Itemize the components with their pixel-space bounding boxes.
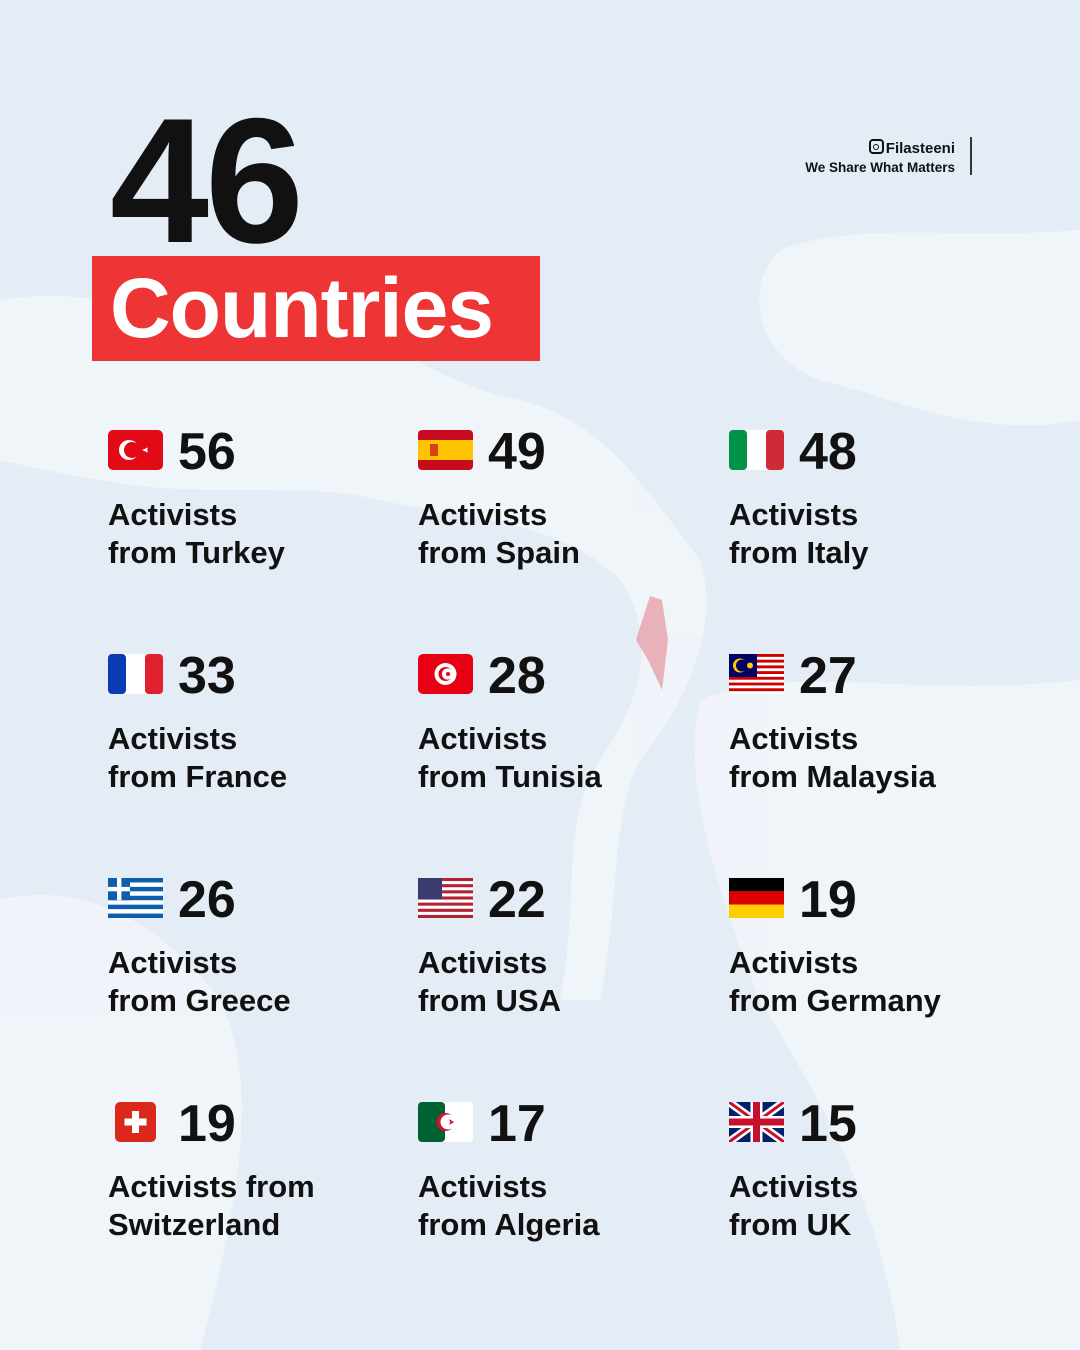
country-item-algeria: 17 Activists from Algeria — [418, 1098, 718, 1302]
brand-divider — [970, 137, 972, 175]
activist-count: 26 — [178, 871, 236, 929]
activist-label: Activists from USA — [418, 945, 561, 1018]
activist-count: 49 — [488, 423, 546, 481]
brand-handle: Filasteeni — [805, 139, 955, 157]
flag-spain-icon — [418, 430, 473, 470]
country-item-uk: 15 Activists from UK — [729, 1098, 1029, 1302]
activist-count: 27 — [799, 647, 857, 705]
activist-label: Activists from Germany — [729, 945, 941, 1018]
activist-label: Activists from Malaysia — [729, 721, 936, 794]
palestine-map-shape — [636, 596, 668, 690]
activist-label: Activists from Greece — [108, 945, 291, 1018]
flag-uk-icon — [729, 1102, 784, 1142]
activist-count: 19 — [178, 1095, 236, 1153]
flag-greece-icon — [108, 878, 163, 918]
activist-count: 28 — [488, 647, 546, 705]
country-item-greece: 26 Activists from Greece — [108, 874, 408, 1078]
activist-label: Activists from Spain — [418, 497, 580, 570]
activist-count: 48 — [799, 423, 857, 481]
flag-usa-icon — [418, 878, 473, 918]
country-item-tunisia: 28 Activists from Tunisia — [418, 650, 718, 854]
activist-label: Activists from Italy — [729, 497, 869, 570]
country-item-italy: 48 Activists from Italy — [729, 426, 1029, 630]
country-item-malaysia: 27 Activists from Malaysia — [729, 650, 1029, 854]
activist-label: Activists from Switzerland — [108, 1169, 315, 1242]
flag-germany-icon — [729, 878, 784, 918]
brand-tagline: We Share What Matters — [805, 160, 955, 175]
country-count: 46 — [110, 81, 304, 280]
country-item-turkey: 56 Activists from Turkey — [108, 426, 408, 630]
flag-algeria-icon — [418, 1102, 473, 1142]
activist-count: 56 — [178, 423, 236, 481]
brand-block: Filasteeni We Share What Matters — [805, 139, 955, 175]
activist-label: Activists from Turkey — [108, 497, 285, 570]
country-item-switzerland: 19 Activists from Switzerland — [108, 1098, 408, 1302]
flag-malaysia-icon — [729, 654, 784, 694]
country-item-germany: 19 Activists from Germany — [729, 874, 1029, 1078]
activist-count: 19 — [799, 871, 857, 929]
activist-count: 17 — [488, 1095, 546, 1153]
flag-france-icon — [108, 654, 163, 694]
activist-label: Activists from Tunisia — [418, 721, 602, 794]
flag-turkey-icon — [108, 430, 163, 470]
countries-banner: Countries — [92, 256, 540, 361]
country-item-spain: 49 Activists from Spain — [418, 426, 718, 630]
country-item-france: 33 Activists from France — [108, 650, 408, 854]
activist-label: Activists from UK — [729, 1169, 859, 1242]
activist-label: Activists from France — [108, 721, 288, 794]
activist-count: 22 — [488, 871, 546, 929]
activist-count: 15 — [799, 1095, 857, 1153]
flag-switzerland-icon — [115, 1102, 156, 1142]
flag-tunisia-icon — [418, 654, 473, 694]
activist-count: 33 — [178, 647, 236, 705]
flag-italy-icon — [729, 430, 784, 470]
country-item-usa: 22 Activists from USA — [418, 874, 718, 1078]
activist-label: Activists from Algeria — [418, 1169, 600, 1242]
instagram-icon — [868, 139, 884, 154]
